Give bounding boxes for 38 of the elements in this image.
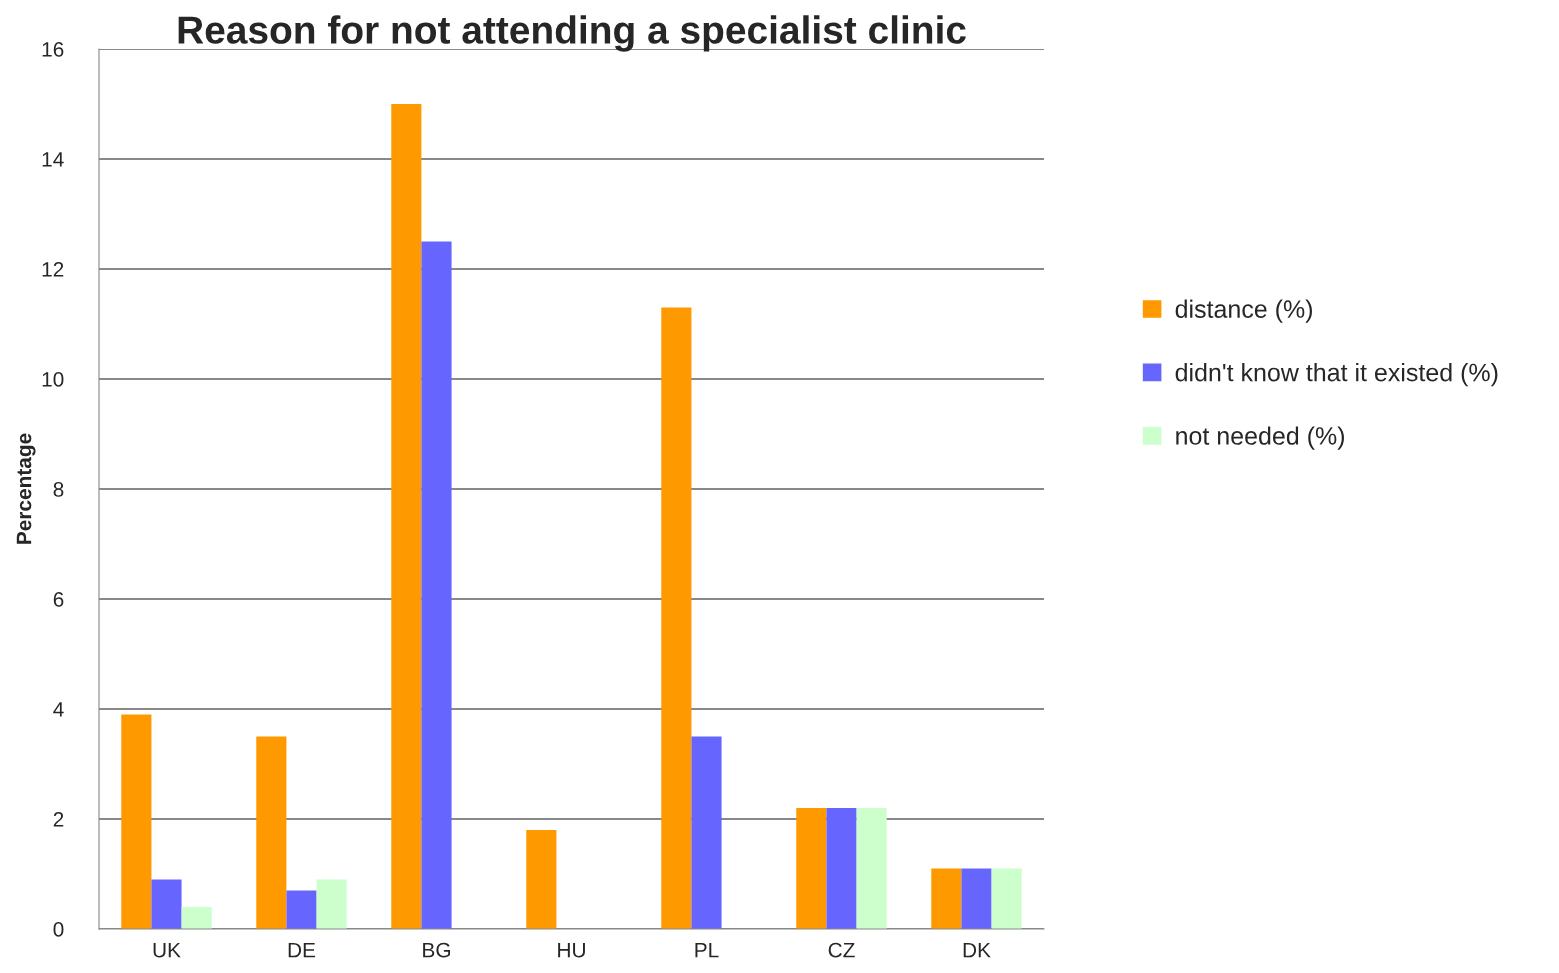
y-tick-label: 10	[42, 372, 64, 387]
bar	[421, 241, 452, 929]
x-tick-label: BG	[423, 942, 450, 958]
y-tick-label: 14	[42, 152, 64, 167]
bar	[931, 868, 962, 929]
x-tick-label: DK	[963, 942, 991, 958]
bar	[391, 104, 422, 929]
bar	[121, 714, 152, 929]
bar	[796, 808, 827, 929]
bar	[526, 830, 557, 929]
bar	[661, 307, 692, 929]
y-tick-label: 0	[53, 922, 64, 937]
x-tick-label: PL	[695, 942, 719, 958]
chart-title: Reason for not attending a specialist clinic	[178, 15, 966, 52]
legend-label: not needed (%)	[1176, 426, 1344, 450]
y-tick-label: 12	[42, 262, 64, 277]
y-tick-label: 16	[42, 42, 64, 57]
x-tick-label: CZ	[828, 942, 855, 958]
bar	[316, 879, 347, 929]
legend-label: distance (%)	[1175, 299, 1312, 323]
legend-label: didn't know that it existed (%)	[1175, 363, 1498, 387]
x-tick-label: UK	[153, 942, 181, 958]
y-tick-label: 4	[53, 702, 64, 717]
y-axis-title: Percentage	[16, 433, 36, 544]
bar	[151, 879, 182, 929]
y-tick-label: 8	[53, 482, 64, 497]
bar	[856, 808, 887, 929]
bar	[826, 808, 857, 929]
bar	[991, 868, 1022, 929]
y-tick-label: 6	[53, 592, 64, 607]
bar	[691, 736, 722, 929]
bar	[256, 736, 287, 929]
y-tick-label: 2	[53, 812, 64, 827]
x-tick-label: HU	[558, 942, 585, 958]
x-tick-label: DE	[288, 942, 316, 958]
bar	[286, 890, 317, 929]
bar	[181, 907, 212, 929]
bar	[961, 868, 992, 929]
